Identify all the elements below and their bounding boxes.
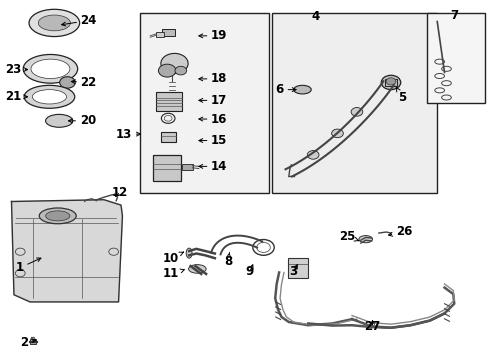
- Ellipse shape: [306, 150, 318, 159]
- Text: 24: 24: [61, 14, 97, 27]
- Text: 2: 2: [20, 336, 36, 348]
- Ellipse shape: [45, 211, 70, 221]
- Bar: [30, 338, 36, 344]
- Bar: [156, 32, 163, 37]
- Text: 5: 5: [395, 87, 406, 104]
- Text: 9: 9: [245, 265, 254, 278]
- Text: 4: 4: [311, 10, 319, 23]
- Bar: [427, 13, 484, 103]
- Text: 14: 14: [199, 160, 227, 173]
- Ellipse shape: [29, 9, 80, 37]
- Text: 8: 8: [224, 252, 232, 268]
- Ellipse shape: [331, 129, 343, 138]
- Text: 25: 25: [339, 230, 358, 243]
- Ellipse shape: [60, 77, 75, 88]
- Text: 6: 6: [275, 83, 295, 96]
- Text: 22: 22: [71, 76, 97, 89]
- Ellipse shape: [32, 90, 66, 104]
- Bar: [152, 155, 181, 181]
- Text: 15: 15: [199, 134, 227, 147]
- Ellipse shape: [186, 248, 192, 258]
- Ellipse shape: [161, 53, 188, 73]
- Bar: [182, 164, 192, 170]
- Bar: [156, 92, 182, 111]
- Bar: [287, 258, 307, 278]
- Ellipse shape: [24, 85, 75, 108]
- Text: 3: 3: [289, 265, 297, 278]
- Text: 26: 26: [388, 225, 411, 238]
- Text: 12: 12: [111, 186, 127, 199]
- Text: 17: 17: [199, 94, 227, 107]
- Ellipse shape: [38, 15, 70, 31]
- Ellipse shape: [45, 114, 73, 127]
- Text: 1: 1: [16, 258, 41, 274]
- Text: 19: 19: [199, 29, 227, 42]
- Ellipse shape: [31, 59, 70, 78]
- Ellipse shape: [188, 265, 206, 273]
- Text: 7: 7: [449, 9, 457, 22]
- Text: 20: 20: [68, 114, 96, 127]
- Ellipse shape: [293, 85, 310, 94]
- Text: 27: 27: [364, 320, 380, 333]
- Ellipse shape: [39, 208, 76, 224]
- Text: 13: 13: [116, 127, 140, 141]
- Bar: [161, 132, 176, 142]
- Text: 16: 16: [199, 113, 227, 126]
- Ellipse shape: [350, 108, 362, 116]
- Polygon shape: [12, 200, 122, 302]
- Ellipse shape: [175, 66, 186, 75]
- Bar: [271, 13, 436, 193]
- Ellipse shape: [158, 64, 176, 77]
- Text: 18: 18: [199, 72, 227, 85]
- Ellipse shape: [381, 75, 400, 90]
- Ellipse shape: [386, 78, 395, 85]
- Text: 11: 11: [163, 267, 184, 280]
- Bar: [385, 79, 396, 86]
- Bar: [140, 13, 269, 193]
- Text: 21: 21: [5, 90, 27, 103]
- Bar: [162, 30, 174, 36]
- Text: 10: 10: [163, 252, 183, 265]
- Ellipse shape: [358, 235, 372, 243]
- Text: 23: 23: [5, 63, 27, 76]
- Ellipse shape: [23, 54, 78, 83]
